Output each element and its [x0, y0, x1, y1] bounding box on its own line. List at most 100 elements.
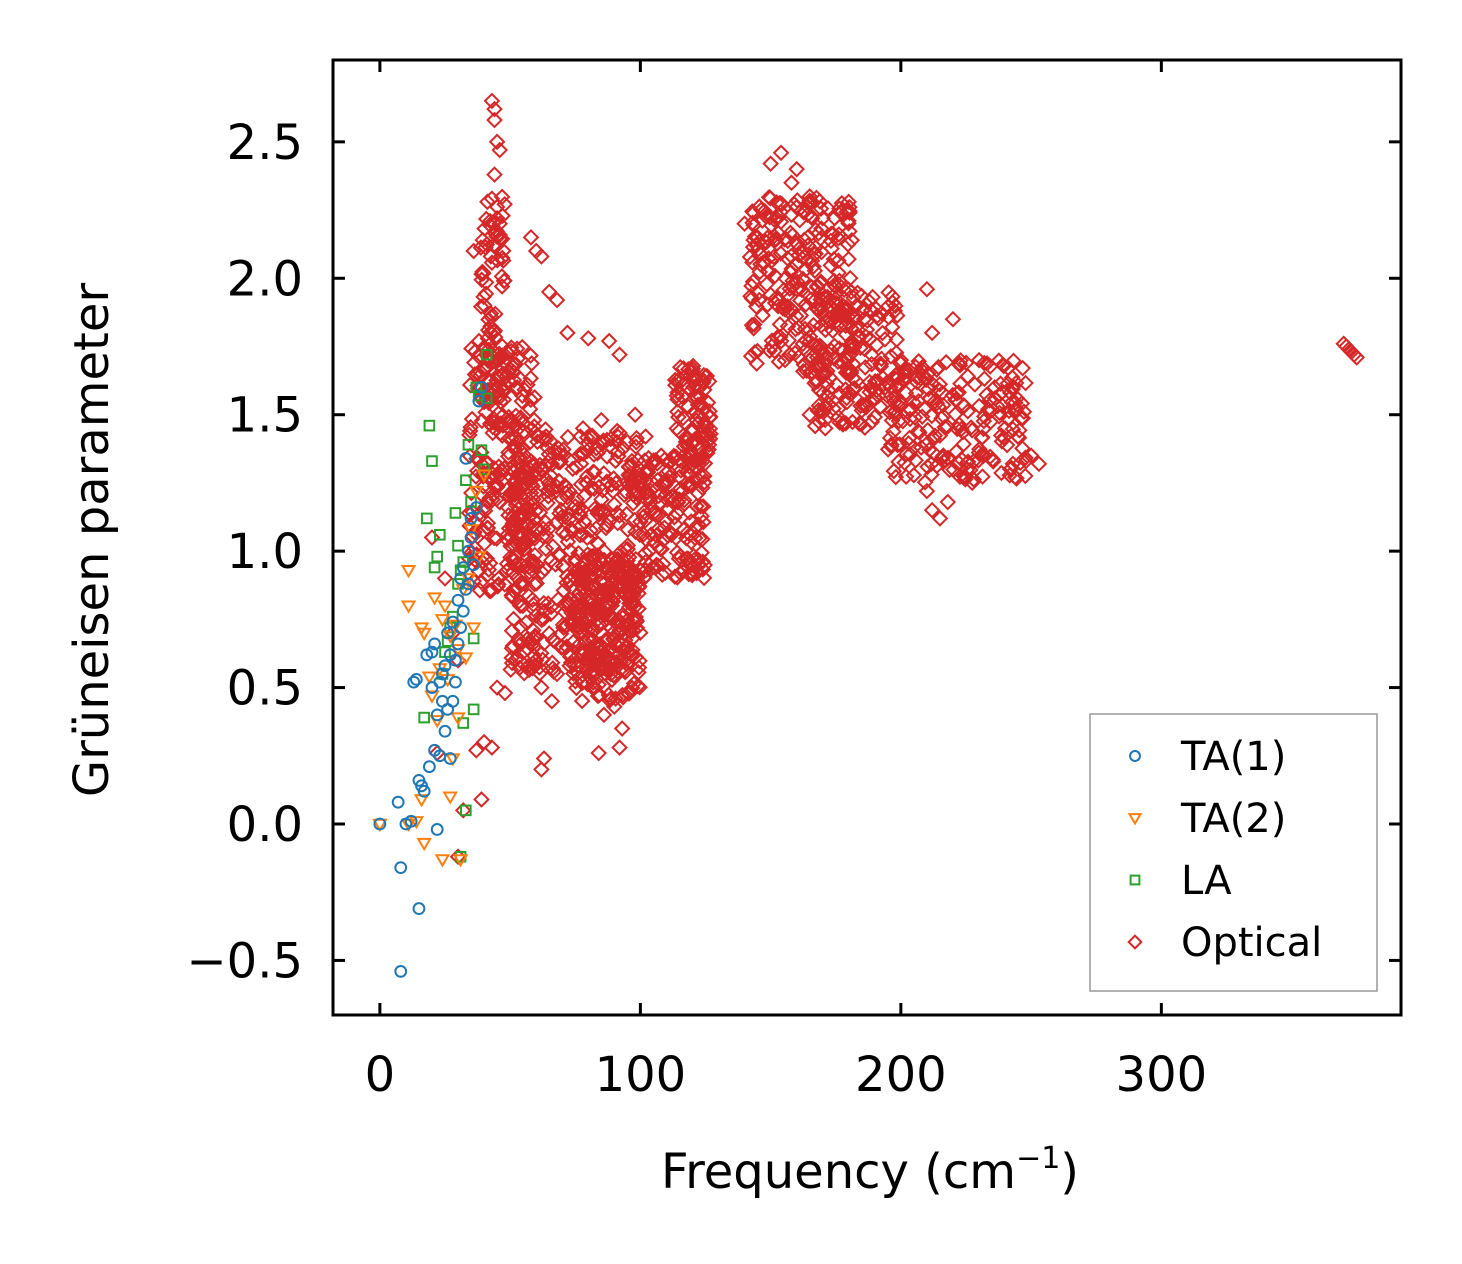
data-point — [493, 472, 510, 490]
data-point — [746, 228, 764, 245]
data-point — [636, 512, 654, 529]
data-point — [655, 473, 673, 491]
data-point — [443, 752, 457, 765]
data-point — [472, 394, 486, 408]
data-point — [486, 166, 503, 183]
data-point — [512, 574, 530, 591]
data-point — [442, 791, 458, 805]
data-point — [510, 593, 528, 610]
data-point — [480, 392, 493, 405]
data-point — [581, 559, 598, 577]
data-point — [986, 379, 1003, 396]
data-point — [907, 385, 925, 402]
data-point — [418, 711, 430, 724]
data-point — [1017, 374, 1034, 392]
data-point — [496, 195, 513, 213]
data-point — [807, 239, 824, 256]
data-point — [559, 428, 577, 446]
data-point — [604, 551, 621, 569]
data-point — [752, 245, 770, 263]
data-point — [559, 506, 577, 523]
data-point — [1007, 394, 1024, 412]
data-point — [561, 657, 578, 675]
data-point — [912, 370, 930, 387]
data-point — [906, 409, 924, 426]
data-point — [856, 384, 873, 402]
data-point — [948, 391, 965, 409]
data-point — [970, 397, 988, 415]
data-point — [507, 471, 524, 489]
data-point — [485, 214, 503, 232]
data-point — [513, 338, 531, 356]
data-point — [481, 489, 498, 507]
data-point — [887, 297, 904, 315]
data-point — [522, 531, 539, 549]
data-point — [464, 531, 478, 544]
data-point — [795, 272, 813, 289]
data-point — [919, 458, 936, 476]
data-point — [794, 362, 812, 380]
data-point — [695, 569, 713, 587]
data-point — [937, 353, 955, 371]
data-point — [751, 263, 769, 281]
data-point — [882, 348, 900, 365]
data-point — [598, 516, 616, 534]
data-point — [490, 345, 508, 363]
data-point — [601, 608, 619, 626]
data-point — [765, 248, 783, 266]
plot-frame — [331, 58, 1403, 1017]
x-tick-label: 200 — [855, 1047, 947, 1103]
data-point — [465, 622, 482, 636]
data-point — [593, 491, 610, 508]
data-point — [619, 433, 636, 451]
data-point — [596, 543, 613, 560]
data-point — [539, 494, 556, 512]
data-point — [861, 373, 878, 391]
data-point — [556, 595, 573, 613]
data-point — [632, 480, 650, 497]
data-point — [466, 524, 483, 541]
data-point — [799, 206, 816, 224]
data-point — [430, 708, 444, 722]
data-point — [631, 652, 648, 670]
data-point — [585, 631, 602, 649]
data-point — [606, 560, 624, 577]
data-point — [470, 381, 483, 394]
data-point — [416, 627, 432, 641]
data-point — [579, 675, 596, 693]
data-point — [930, 358, 947, 376]
data-point — [522, 369, 539, 387]
y-tick-label: 1.0 — [227, 524, 303, 580]
data-point — [931, 510, 949, 527]
data-point — [868, 336, 886, 354]
data-point — [509, 433, 526, 451]
data-point — [692, 498, 709, 515]
data-point — [812, 200, 830, 217]
data-point — [583, 429, 600, 447]
data-point — [508, 379, 526, 396]
data-point — [799, 237, 817, 254]
data-point — [694, 479, 711, 497]
data-point — [696, 414, 714, 432]
data-point — [583, 427, 601, 445]
data-point — [516, 514, 533, 532]
data-point — [637, 428, 654, 445]
data-point — [609, 443, 627, 460]
data-point — [888, 331, 906, 348]
data-point — [480, 348, 493, 361]
data-point — [683, 362, 701, 380]
data-point — [561, 451, 578, 469]
data-point — [689, 484, 707, 502]
data-point — [828, 307, 846, 324]
data-point — [527, 651, 545, 669]
data-point — [488, 251, 506, 269]
data-point — [505, 371, 523, 389]
data-point — [969, 452, 987, 469]
data-point — [684, 434, 702, 451]
data-point — [840, 364, 857, 382]
data-point — [556, 478, 574, 495]
data-point — [438, 724, 452, 738]
data-point — [918, 280, 936, 298]
data-point — [417, 784, 431, 798]
data-point — [870, 387, 887, 405]
